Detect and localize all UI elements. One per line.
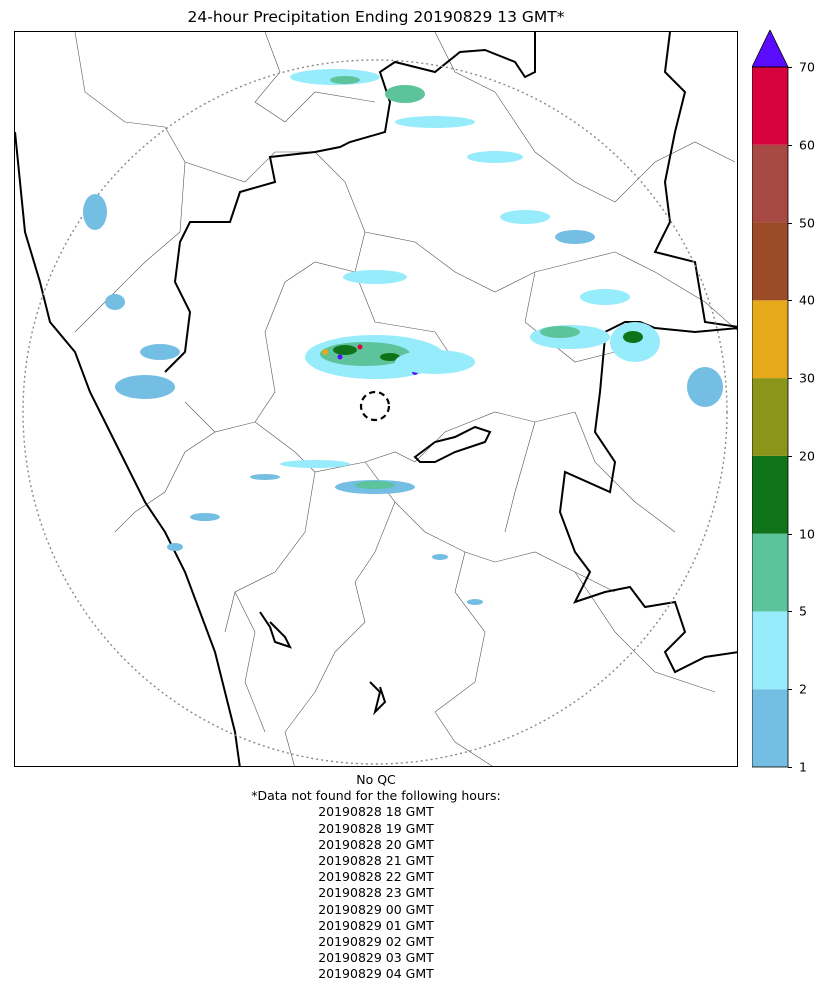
state-boundaries xyxy=(15,32,737,766)
colorbar-bin-0 xyxy=(752,689,788,767)
colorbar-bin-3 xyxy=(752,455,788,534)
colorbar-bin-5 xyxy=(752,300,788,379)
colorbar-extend-max xyxy=(752,30,789,68)
colorbar-bin-7 xyxy=(752,144,788,223)
precipitation-field xyxy=(83,69,723,605)
colorbar-tick-mark xyxy=(788,767,792,768)
colorbar-tick-label: 60 xyxy=(799,137,815,153)
colorbar-tick-mark xyxy=(788,533,792,535)
colorbar-bin-4 xyxy=(752,378,788,456)
radar-map xyxy=(14,31,738,767)
colorbar-tick-label: 50 xyxy=(799,215,815,231)
map-title: 24-hour Precipitation Ending 20190829 13… xyxy=(187,8,565,26)
missing-hours-header: *Data not found for the following hours: xyxy=(251,788,501,804)
missing-hour-2: 20190828 20 GMT xyxy=(318,836,434,852)
qc-label: No QC xyxy=(356,772,396,787)
colorbar-tick-label: 30 xyxy=(799,370,815,386)
district-boundaries xyxy=(74,32,737,766)
missing-hour-8: 20190829 02 GMT xyxy=(318,934,434,950)
range-ring xyxy=(22,59,728,765)
notes-block: No QC *Data not found for the following … xyxy=(0,772,752,983)
colorbar-tick-label: 5 xyxy=(799,603,807,619)
colorbar-tick-mark xyxy=(788,144,792,146)
missing-hour-10: 20190829 04 GMT xyxy=(318,966,434,982)
colorbar-tick-label: 70 xyxy=(799,59,815,75)
missing-hour-5: 20190828 23 GMT xyxy=(318,885,434,901)
missing-hour-3: 20190828 21 GMT xyxy=(318,853,434,869)
colorbar-tick-mark xyxy=(788,67,792,68)
missing-hour-7: 20190829 01 GMT xyxy=(318,917,434,933)
missing-hour-9: 20190829 03 GMT xyxy=(318,950,434,966)
missing-hour-6: 20190829 00 GMT xyxy=(318,901,434,917)
colorbar-bin-2 xyxy=(752,533,788,612)
colorbar-bin-1 xyxy=(752,611,788,690)
missing-hour-4: 20190828 22 GMT xyxy=(318,869,434,885)
colorbar-tick-mark xyxy=(788,689,792,691)
colorbar-tick-mark xyxy=(788,378,792,380)
colorbar-tick-label: 1 xyxy=(799,759,807,775)
colorbar-tick-mark xyxy=(788,611,792,613)
colorbar-tick-mark xyxy=(788,222,792,224)
colorbar-tick-mark xyxy=(788,455,792,457)
map-canvas xyxy=(15,32,737,766)
colorbar-bin-8 xyxy=(752,67,788,145)
missing-hour-1: 20190828 19 GMT xyxy=(318,820,434,836)
colorbar-tick-label: 40 xyxy=(799,292,815,308)
colorbar-tick-label: 20 xyxy=(799,448,815,464)
missing-hour-0: 20190828 18 GMT xyxy=(318,804,434,820)
colorbar-tick-label: 10 xyxy=(799,526,815,542)
radar-site-marker xyxy=(359,390,391,422)
colorbar-tick-mark xyxy=(788,300,792,302)
colorbar-tick-label: 2 xyxy=(799,681,807,697)
colorbar-bin-6 xyxy=(752,222,788,301)
colorbar xyxy=(752,30,789,768)
